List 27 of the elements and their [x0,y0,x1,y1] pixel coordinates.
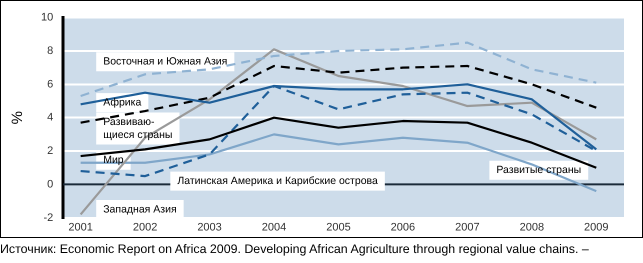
y-tick-label: 4 [47,112,54,124]
series-label: Латинская Америка и Карибские острова [177,174,378,187]
y-tick-label: 0 [47,178,54,190]
y-tick-label: 10 [40,12,54,24]
line-series [80,42,598,98]
series-label: Развиваю- щиеся страны [103,116,172,141]
x-tick-label: 2006 [390,221,416,234]
series-label: Развитые страны [496,164,582,176]
x-tick-label: 2007 [455,221,480,234]
x-tick-label: 2003 [197,221,222,234]
x-tick-label: 2004 [262,221,286,234]
series-label: Мир [103,154,124,166]
x-tick-label: 2001 [68,221,93,234]
x-tick-label: 2009 [584,221,609,234]
series-label: Восточная и Южная Азия [103,56,228,68]
y-tick-label: 8 [47,45,54,57]
series-label: Африка [103,96,142,109]
line-series [80,64,598,124]
y-tick-label: 2 [47,145,54,158]
y-tick-label: -2 [43,212,54,224]
text: Источник: Economic Report on Africa 2009. Developing African Agriculture through regional value chains. – [0,242,590,256]
x-tick-label: 2005 [326,221,351,234]
x-tick-label: 2002 [132,221,158,234]
x-tick-label: 2008 [520,221,544,234]
series-label: Западная Азия [103,203,177,216]
y-tick-label: 6 [47,78,54,90]
y-axis-title: % [9,111,26,124]
